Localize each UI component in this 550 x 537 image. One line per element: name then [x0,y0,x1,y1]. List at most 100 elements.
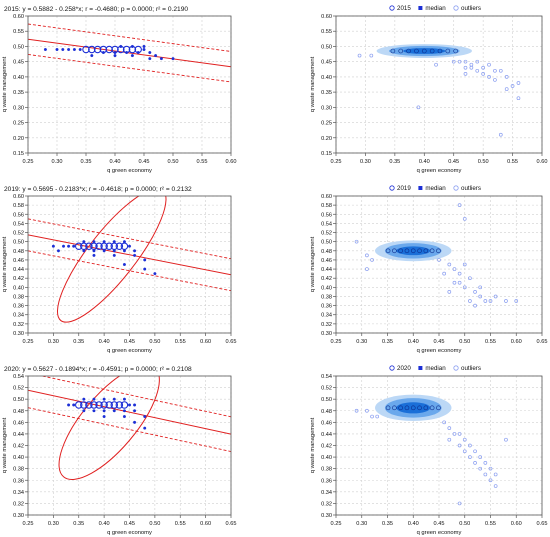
y-tick-label: 0.44 [321,432,332,438]
legend-label: median [425,365,446,372]
legend: 2020 median outliers [389,365,481,372]
x-tick-label: 0.45 [139,159,150,165]
y-tick-label: 0.54 [13,221,24,227]
median-marker [423,405,429,411]
y-tick-label: 0.30 [13,331,24,337]
data-point [122,397,126,401]
data-point [102,409,106,413]
x-tick-label: 0.40 [99,521,110,527]
plot-frame [27,195,232,334]
confidence-ellipse [58,376,160,480]
x-tick-label: 0.60 [200,521,211,527]
outlier-point [462,285,467,290]
median-marker [398,48,404,54]
x-tick-label: 0.50 [478,159,489,165]
outlier-point [478,285,483,290]
y-tick-label: 0.45 [321,60,332,66]
x-tick-label: 0.35 [81,159,92,165]
data-point [82,249,86,253]
x-tick-label: 0.35 [73,339,84,345]
y-tick-label: 0.32 [13,322,24,328]
y-tick-label: 0.50 [13,44,24,50]
x-tick-label: 0.55 [507,159,518,165]
data-point [82,409,86,413]
median-marker [423,248,429,254]
x-tick-label: 0.55 [485,521,496,527]
data-point [154,54,158,58]
y-tick-label: 0.34 [13,490,24,496]
y-tick-label: 0.15 [13,151,24,157]
outlier-point [457,59,462,64]
data-point [105,45,113,54]
outlier-point [457,501,462,506]
y-tick-label: 0.30 [13,513,24,519]
outlier-point [514,299,519,303]
legend: 2015 median outliers [389,5,481,12]
y-tick-label: 0.15 [321,151,332,157]
legend-label: median [425,5,446,12]
data-point [143,426,147,430]
y-tick-label: 0.48 [321,409,332,415]
data-point [92,249,96,253]
data-point [88,45,96,54]
y-tick-label: 0.60 [321,14,332,20]
panel-2019-regression: 0.25 0.30 0.35 0.40 0.45 0.50 0.55 0.60 0.65 0.30… [2,186,237,354]
y-tick-label: 0.40 [13,285,24,291]
outlier-point [483,461,488,465]
x-tick-label: 0.50 [149,521,160,527]
panel-2015-regression: 0.25 0.30 0.35 0.40 0.45 0.50 0.55 0.60 0.15 0.20… [2,6,236,174]
outlier-point [516,96,521,101]
data-point [101,51,105,55]
x-axis-label: q green economy [417,348,462,354]
panel-2019-density: 0.25 0.30 0.35 0.40 0.45 0.50 0.55 0.60 0.65 0.30… [310,185,547,354]
data-point [102,240,106,244]
y-tick-label: 0.48 [13,409,24,415]
median-marker [406,48,411,54]
outlier-point [452,267,457,271]
data-point [125,51,129,55]
legend-open-circle-icon [389,365,395,371]
legend-label: outliers [461,5,481,12]
outlier-point [516,81,521,85]
outlier-point [442,420,446,425]
data-point [92,253,96,257]
data-point [142,44,146,48]
chart-title: 2019: y = 0.5695 - 0.2183*x; r = -0.4618… [4,186,192,193]
data-point [143,258,147,262]
legend-open-circle-icon [389,5,395,11]
legend-label: median [425,185,446,192]
x-tick-label: 0.35 [382,339,393,345]
legend-light-circle-icon [453,185,459,191]
median-marker [453,48,458,54]
data-point [133,403,137,407]
outlier-point [457,443,462,448]
outlier-point [473,290,477,294]
median-marker [404,405,410,411]
y-tick-label: 0.34 [321,313,332,319]
data-point [122,415,126,419]
legend-label: 2019 [397,185,411,192]
y-tick-label: 0.36 [321,304,332,310]
y-tick-label: 0.38 [321,467,332,473]
x-tick-label: 0.65 [226,339,237,345]
y-tick-label: 0.42 [13,444,24,450]
plot-frame [27,375,232,516]
x-axis-label: q green economy [107,530,152,536]
outlier-point [475,59,480,64]
outlier-point [493,78,497,82]
y-tick-label: 0.50 [13,240,24,246]
median-marker [437,48,443,54]
y-tick-label: 0.35 [321,90,332,96]
y-tick-label: 0.54 [321,374,332,380]
plot-marks [354,394,508,506]
data-point [100,401,108,409]
y-tick-label: 0.55 [13,29,24,35]
x-tick-label: 0.45 [124,339,135,345]
y-tick-label: 0.54 [13,374,24,380]
regression-line [28,389,231,435]
y-axis-label: q waste management [2,56,8,112]
median-marker [414,48,419,54]
y-tick-label: 0.40 [321,455,332,461]
median-marker [390,48,396,54]
x-tick-label: 0.45 [434,521,445,527]
